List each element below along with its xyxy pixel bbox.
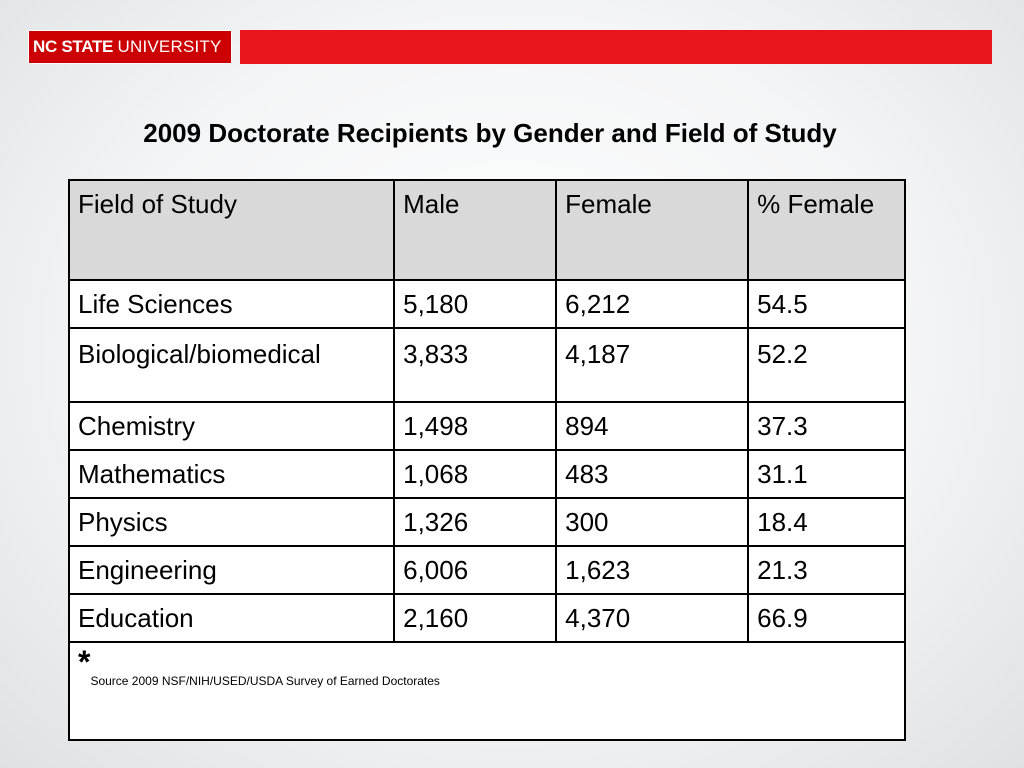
logo-bold-text: NC STATE <box>33 37 114 56</box>
column-header-field: Field of Study <box>67 179 396 281</box>
column-header-male: Male <box>393 179 558 281</box>
cell-female: 300 <box>555 497 750 547</box>
cell-percent-female: 18.4 <box>747 497 906 547</box>
cell-male: 5,180 <box>393 279 558 329</box>
table-row: Biological/biomedical 3,833 4,187 52.2 <box>67 327 906 403</box>
cell-male: 2,160 <box>393 593 558 643</box>
cell-percent-female: 54.5 <box>747 279 906 329</box>
cell-field: Biological/biomedical <box>67 327 396 403</box>
logo-light-text: UNIVERSITY <box>117 37 222 56</box>
cell-percent-female: 37.3 <box>747 401 906 451</box>
cell-female: 4,370 <box>555 593 750 643</box>
cell-male: 1,068 <box>393 449 558 499</box>
table-header-row: Field of Study Male Female % Female <box>67 179 906 281</box>
table-row: Life Sciences 5,180 6,212 54.5 <box>67 279 906 329</box>
cell-percent-female: 66.9 <box>747 593 906 643</box>
nc-state-logo: NC STATE UNIVERSITY <box>28 30 232 64</box>
cell-field: Physics <box>67 497 396 547</box>
cell-female: 4,187 <box>555 327 750 403</box>
footnote-marker: * <box>78 644 91 680</box>
table-row: Engineering 6,006 1,623 21.3 <box>67 545 906 595</box>
cell-field: Life Sciences <box>67 279 396 329</box>
cell-field: Education <box>67 593 396 643</box>
column-header-percent-female: % Female <box>747 179 906 281</box>
table-row: Chemistry 1,498 894 37.3 <box>67 401 906 451</box>
table-row: Education 2,160 4,370 66.9 <box>67 593 906 643</box>
cell-female: 894 <box>555 401 750 451</box>
cell-field: Chemistry <box>67 401 396 451</box>
cell-percent-female: 31.1 <box>747 449 906 499</box>
header-red-band <box>240 30 992 64</box>
column-header-female: Female <box>555 179 750 281</box>
cell-percent-female: 21.3 <box>747 545 906 595</box>
cell-female: 483 <box>555 449 750 499</box>
cell-percent-female: 52.2 <box>747 327 906 403</box>
header-bar: NC STATE UNIVERSITY <box>28 30 992 64</box>
cell-female: 1,623 <box>555 545 750 595</box>
cell-field: Engineering <box>67 545 396 595</box>
data-table: Field of Study Male Female % Female Life… <box>67 179 906 741</box>
cell-field: Mathematics <box>67 449 396 499</box>
cell-male: 6,006 <box>393 545 558 595</box>
table-row: Physics 1,326 300 18.4 <box>67 497 906 547</box>
footnote-cell: *Source 2009 NSF/NIH/USED/USDA Survey of… <box>68 641 906 741</box>
footnote-row: *Source 2009 NSF/NIH/USED/USDA Survey of… <box>68 641 906 741</box>
cell-male: 1,498 <box>393 401 558 451</box>
cell-male: 1,326 <box>393 497 558 547</box>
logo-text: NC STATE UNIVERSITY <box>33 37 222 57</box>
table-row: Mathematics 1,068 483 31.1 <box>67 449 906 499</box>
cell-female: 6,212 <box>555 279 750 329</box>
slide-title: 2009 Doctorate Recipients by Gender and … <box>143 118 837 148</box>
source-footnote: Source 2009 NSF/NIH/USED/USDA Survey of … <box>90 674 440 688</box>
cell-male: 3,833 <box>393 327 558 403</box>
